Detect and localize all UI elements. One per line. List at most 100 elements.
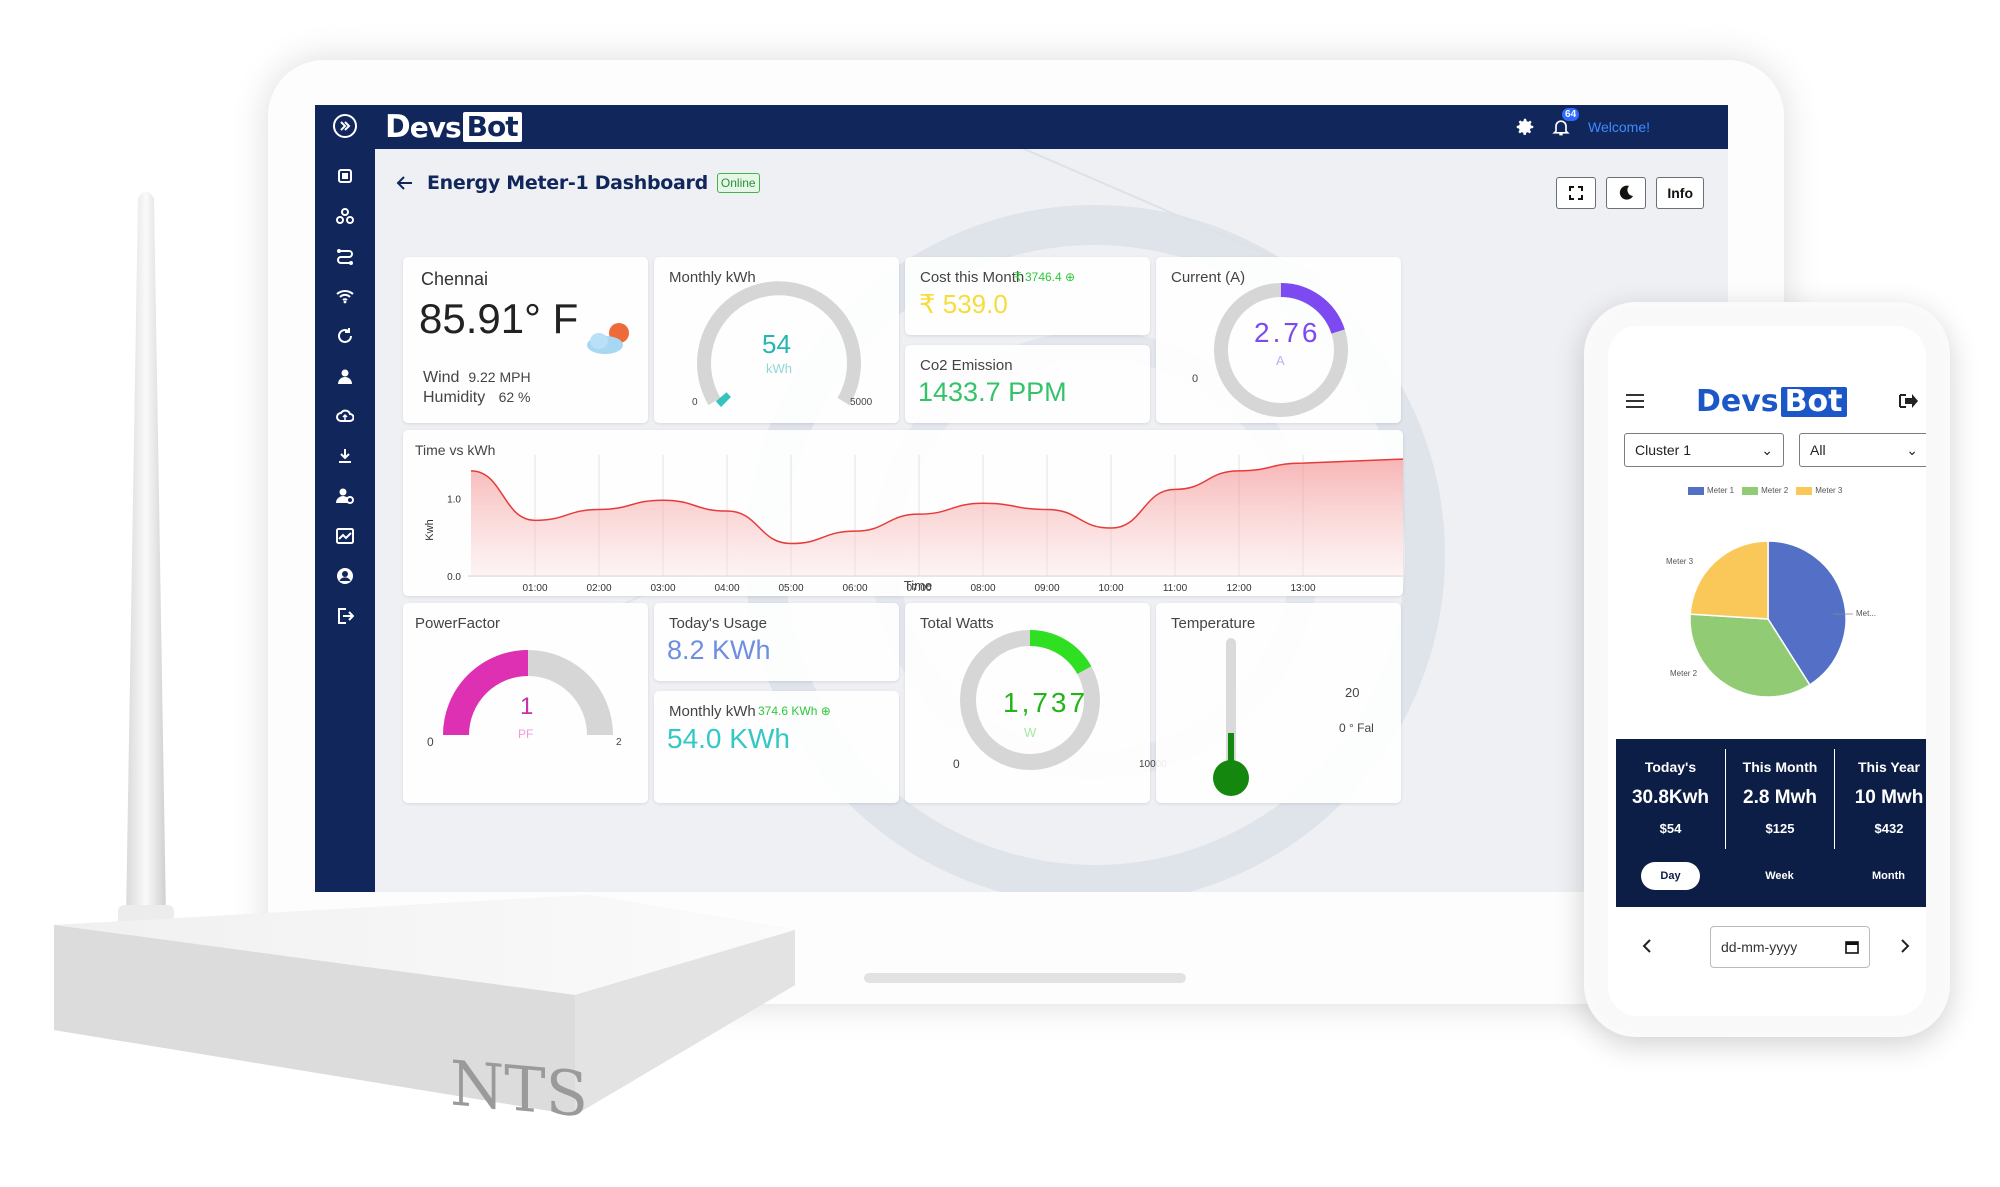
x-tick-label: 13:00 xyxy=(1290,583,1315,594)
temperature-tick: 20 xyxy=(1345,685,1360,700)
sidebar-download-icon[interactable] xyxy=(330,441,360,471)
next-date-icon[interactable] xyxy=(1900,938,1910,959)
x-tick-label: 10:00 xyxy=(1098,583,1123,594)
sidebar-sync-icon[interactable] xyxy=(330,321,360,351)
tab-week[interactable]: Week xyxy=(1765,870,1794,882)
usage-stats-panel: Today's 30.8Kwh $54 This Month 2.8 Mwh $125 … xyxy=(1616,739,1926,907)
legend-item[interactable]: Meter 3 xyxy=(1796,486,1842,495)
stat-month: This Month 2.8 Mwh $125 xyxy=(1725,749,1834,849)
today-usage-value: 8.2 KWh xyxy=(667,635,771,665)
monthly-kwh-value: 54 xyxy=(762,329,791,359)
today-usage-label: Today's Usage xyxy=(669,615,767,632)
cost-value: ₹ 539.0 xyxy=(919,289,1008,319)
y-tick-label: 0.0 xyxy=(447,572,461,583)
x-tick-label: 12:00 xyxy=(1226,583,1251,594)
time-vs-kwh-card: Time vs kWh 01:00 02:00 03:00 04:00 05:00 06:… xyxy=(403,430,1403,596)
weather-city: Chennai xyxy=(421,269,489,289)
y-axis-label: Kwh xyxy=(424,519,436,540)
pie-label-meter1: Met... xyxy=(1856,609,1876,618)
monthly-kwh-delta: 374.6 KWh ⊕ xyxy=(758,704,831,718)
total-watts-card: Total Watts 1,737 W 0 10000 xyxy=(905,603,1167,803)
menu-icon[interactable] xyxy=(1626,394,1644,413)
line-chart: 01:00 02:00 03:00 04:00 05:00 06:00 07:00 08:00… xyxy=(424,455,1403,594)
cost-card: Cost this Month ₹ 3746.4 ⊕ ₹ 539.0 xyxy=(905,257,1150,335)
monthly-kwh-card: Monthly kWh 374.6 KWh ⊕ 54.0 KWh xyxy=(654,691,899,803)
monthly-kwh-gauge-card: Monthly kWh 54 kWh 0 5000 xyxy=(654,257,899,423)
sidebar-user-settings-icon[interactable] xyxy=(330,481,360,511)
fullscreen-button[interactable] xyxy=(1556,177,1597,209)
dark-mode-button[interactable] xyxy=(1606,177,1647,209)
sidebar-chip-icon[interactable] xyxy=(330,161,360,191)
sidebar-expand-icon[interactable] xyxy=(330,111,360,141)
sidebar-wifi-icon[interactable] xyxy=(330,281,360,311)
sidebar-flow-icon[interactable] xyxy=(330,241,360,271)
powerfactor-card: PowerFactor 1 PF 0 2 xyxy=(403,603,648,803)
current-label: Current (A) xyxy=(1171,269,1246,286)
pie-label-meter3: Meter 3 xyxy=(1666,557,1694,566)
chart-title: Time vs kWh xyxy=(415,442,496,458)
stat-year: This Year 10 Mwh $432 xyxy=(1834,749,1926,849)
back-arrow-icon[interactable] xyxy=(395,171,419,195)
weather-temp: 85.91° F xyxy=(419,295,579,342)
co2-label: Co2 Emission xyxy=(920,357,1013,374)
status-badge: Online xyxy=(716,173,760,193)
legend-item[interactable]: Meter 1 xyxy=(1688,486,1734,495)
co2-card: Co2 Emission 1433.7 PPM xyxy=(905,345,1150,423)
pie-slice-meter-2[interactable] xyxy=(1689,613,1811,698)
fullscreen-icon xyxy=(1569,186,1584,200)
tab-month[interactable]: Month xyxy=(1872,870,1905,882)
calendar-icon xyxy=(1845,941,1859,954)
total-watts-label: Total Watts xyxy=(920,615,994,632)
sidebar-cloud-icon[interactable] xyxy=(330,401,360,431)
settings-icon[interactable] xyxy=(1512,114,1538,140)
sidebar-logout-icon[interactable] xyxy=(330,601,360,631)
info-button[interactable]: Info xyxy=(1656,177,1704,209)
today-usage-card: Today's Usage 8.2 KWh xyxy=(654,603,899,681)
monthly-kwh-max: 5000 xyxy=(850,397,873,408)
wind-label: Wind xyxy=(423,369,460,386)
temperature-label: Temperature xyxy=(1171,615,1256,632)
sidebar xyxy=(315,105,375,892)
prev-date-icon[interactable] xyxy=(1642,938,1652,959)
sidebar-account-icon[interactable] xyxy=(330,561,360,591)
monthly-kwh-label: Monthly kWh xyxy=(669,269,756,286)
current-unit: A xyxy=(1276,353,1285,368)
powerfactor-value: 1 xyxy=(520,693,534,720)
temperature-reading: 0 ° Fal xyxy=(1339,721,1374,735)
cluster-select[interactable]: Cluster 1 ⌄ xyxy=(1624,433,1784,467)
arrow-up-circle-icon: ⊕ xyxy=(1065,270,1076,284)
co2-value: 1433.7 PPM xyxy=(918,377,1067,407)
notification-bell-icon[interactable]: 64 xyxy=(1548,108,1580,140)
powerfactor-unit: PF xyxy=(518,727,534,741)
welcome-text[interactable]: Welcome! xyxy=(1588,119,1650,135)
tab-day[interactable]: Day xyxy=(1616,862,1725,890)
x-axis-label: Time xyxy=(904,578,932,593)
meter-filter-select[interactable]: All ⌄ xyxy=(1799,433,1926,467)
sidebar-chart-icon[interactable] xyxy=(330,521,360,551)
powerfactor-max: 2 xyxy=(616,737,622,748)
powerfactor-label: PowerFactor xyxy=(415,615,501,632)
pie-slice-meter-3[interactable] xyxy=(1689,540,1769,620)
partly-cloudy-icon xyxy=(587,323,629,354)
monthly-kwh-unit: kWh xyxy=(766,361,792,376)
phone-logout-icon[interactable] xyxy=(1898,392,1918,415)
chevron-down-icon: ⌄ xyxy=(1906,441,1918,458)
sidebar-cluster-icon[interactable] xyxy=(330,201,360,231)
current-card: Current (A) 2.76 A 0 xyxy=(1156,257,1401,423)
thermometer xyxy=(1213,638,1249,796)
date-navigator: dd-mm-yyyy xyxy=(1628,926,1926,968)
notification-badge: 64 xyxy=(1562,108,1580,121)
total-watts-max: 10000 xyxy=(1139,759,1167,770)
monthly-kwh2-label: Monthly kWh xyxy=(669,703,756,720)
x-tick-label: 04:00 xyxy=(714,583,739,594)
sidebar-user-icon[interactable] xyxy=(330,361,360,391)
legend-item[interactable]: Meter 2 xyxy=(1742,486,1788,495)
powerfactor-gauge xyxy=(443,650,613,736)
date-input[interactable]: dd-mm-yyyy xyxy=(1710,926,1870,968)
x-tick-label: 03:00 xyxy=(650,583,675,594)
